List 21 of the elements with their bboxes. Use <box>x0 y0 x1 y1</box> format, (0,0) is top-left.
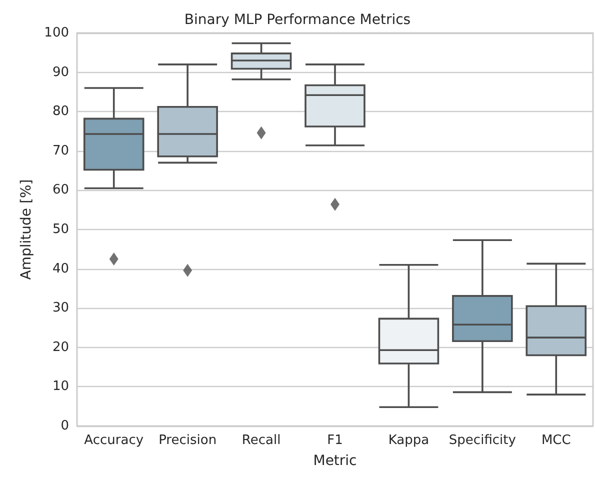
x-tick-label: Specificity <box>448 433 516 448</box>
x-tick-label: Kappa <box>388 433 430 448</box>
x-tick-label: MCC <box>541 433 571 448</box>
y-tick-label: 90 <box>52 64 69 80</box>
y-tick-label: 70 <box>52 143 69 158</box>
y-tick-label: 20 <box>52 340 69 355</box>
x-tick-label: Recall <box>242 433 281 448</box>
x-axis-title: Metric <box>313 453 357 469</box>
x-tick-label: Accuracy <box>84 433 144 448</box>
x-tick-label: Precision <box>158 433 217 448</box>
y-tick-label: 30 <box>52 300 69 316</box>
y-axis-title: Amplitude [%] <box>18 179 34 280</box>
y-tick-label: 80 <box>52 104 69 120</box>
y-tick-label: 50 <box>52 222 69 237</box>
y-tick-label: 0 <box>60 418 69 434</box>
y-tick-label: 40 <box>52 261 69 276</box>
y-tick-label: 100 <box>44 26 69 40</box>
x-tick-label: F1 <box>327 433 343 448</box>
chart-title: Binary MLP Performance Metrics <box>184 12 411 28</box>
y-tick-label: 60 <box>52 182 69 198</box>
y-tick-label: 10 <box>52 379 69 394</box>
